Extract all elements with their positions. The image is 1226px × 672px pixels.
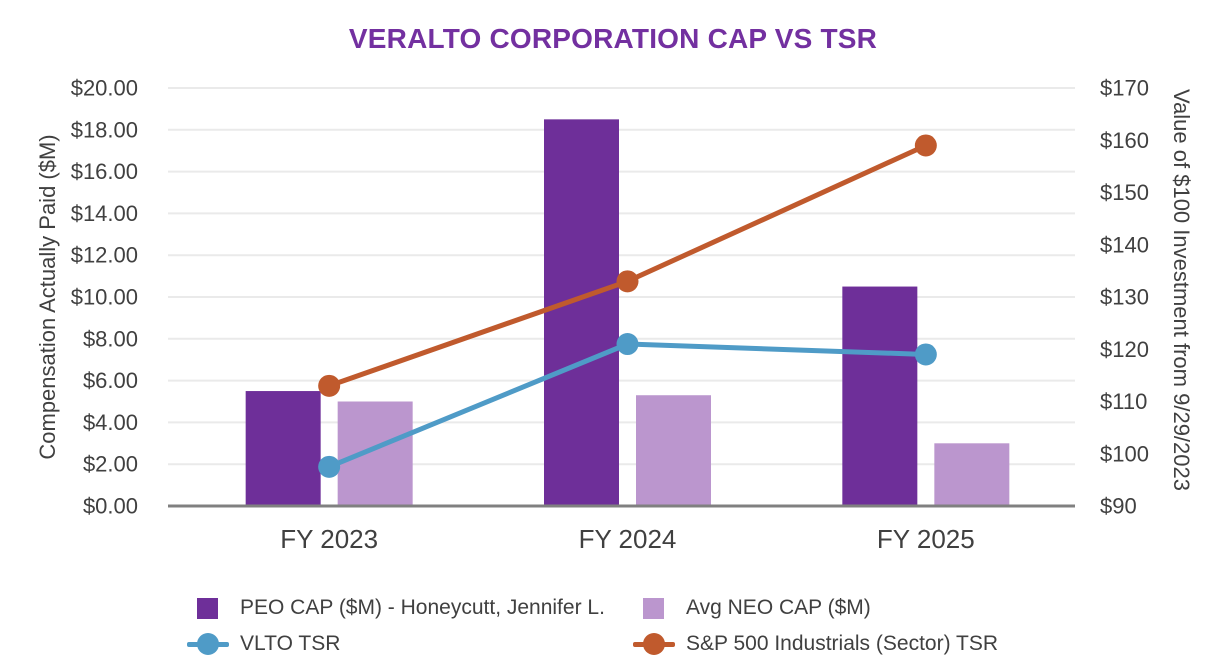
- right-axis-tick-label: $130: [1100, 285, 1149, 310]
- left-axis-tick-label: $18.00: [71, 117, 138, 142]
- legend-line-marker-icon: [186, 630, 230, 658]
- marker-vlto-tsr-fy-2024: [616, 333, 639, 356]
- left-axis-tick-label: $14.00: [71, 201, 138, 226]
- right-axis-tick-label: $90: [1100, 494, 1137, 519]
- legend-swatch-icon: [632, 594, 676, 622]
- plot-area: $0.00 $2.00 $4.00 $6.00 $8.00 $10.00 $12.00 $14…: [71, 76, 1149, 555]
- left-axis-tick-label: $12.00: [71, 243, 138, 268]
- x-axis-label-fy-2024: FY 2024: [579, 524, 677, 554]
- left-axis-tick-label: $0.00: [83, 494, 138, 519]
- left-axis-tick-label: $6.00: [83, 368, 138, 393]
- bar-peo-cap-m-honeycutt--fy-2025: [842, 286, 918, 506]
- right-axis-tick-label: $170: [1100, 76, 1149, 101]
- swatch: [197, 597, 218, 619]
- legend-item-peo-cap-m-honeycutt-jenn: PEO CAP ($M) - Honeycutt, Jennifer L.: [186, 594, 605, 622]
- left-axis-tick-label: $8.00: [83, 326, 138, 351]
- dot: [197, 633, 219, 655]
- bar-avg-neo-cap-m-fy-2023: [337, 401, 413, 506]
- legend-label: PEO CAP ($M) - Honeycutt, Jennifer L.: [240, 596, 605, 619]
- legend-swatch-icon: [186, 594, 230, 622]
- bar-peo-cap-m-honeycutt--fy-2023: [245, 391, 321, 506]
- left-axis-tick-label: $10.00: [71, 285, 138, 310]
- right-axis-tick-label: $100: [1100, 441, 1149, 466]
- x-axis-label-fy-2023: FY 2023: [280, 524, 378, 554]
- bar-avg-neo-cap-m-fy-2025: [934, 443, 1010, 506]
- left-axis-tick-label: $20.00: [71, 76, 138, 101]
- marker-s-p-500-indu-fy-2024: [616, 270, 639, 293]
- marker-vlto-tsr-fy-2023: [318, 455, 341, 478]
- marker-s-p-500-indu-fy-2025: [914, 134, 937, 157]
- legend-label: S&P 500 Industrials (Sector) TSR: [686, 632, 999, 655]
- legend-line-marker-icon: [632, 630, 676, 658]
- right-axis-tick-label: $120: [1100, 337, 1149, 362]
- right-axis-tick-label: $150: [1100, 180, 1149, 205]
- legend-item-avg-neo-cap-m: Avg NEO CAP ($M): [632, 594, 871, 622]
- legend-label: Avg NEO CAP ($M): [686, 596, 871, 619]
- line: [633, 641, 675, 647]
- dot: [643, 633, 665, 655]
- chart-title: VERALTO CORPORATION CAP VS TSR: [348, 23, 878, 54]
- swatch: [643, 597, 664, 619]
- right-axis-tick-label: $160: [1100, 128, 1149, 153]
- right-axis-tick-label: $140: [1100, 232, 1149, 257]
- bar-avg-neo-cap-m-fy-2024: [636, 395, 711, 506]
- left-axis-tick-label: $4.00: [83, 410, 138, 435]
- bar-peo-cap-m-honeycutt--fy-2024: [544, 119, 619, 506]
- legend-item-s-p-500-industrials-sect: S&P 500 Industrials (Sector) TSR: [632, 630, 998, 658]
- left-axis-tick-label: $2.00: [83, 452, 138, 477]
- marker-s-p-500-indu-fy-2023: [318, 374, 341, 397]
- right-axis-tick-label: $110: [1100, 389, 1147, 414]
- legend-label: VLTO TSR: [240, 632, 341, 655]
- left-axis-tick-label: $16.00: [71, 159, 138, 184]
- x-axis-label-fy-2025: FY 2025: [877, 524, 975, 554]
- legend-item-vlto-tsr: VLTO TSR: [186, 630, 340, 658]
- marker-vlto-tsr-fy-2025: [914, 343, 937, 366]
- line-vlto-tsr: [326, 341, 929, 470]
- line: [187, 641, 229, 647]
